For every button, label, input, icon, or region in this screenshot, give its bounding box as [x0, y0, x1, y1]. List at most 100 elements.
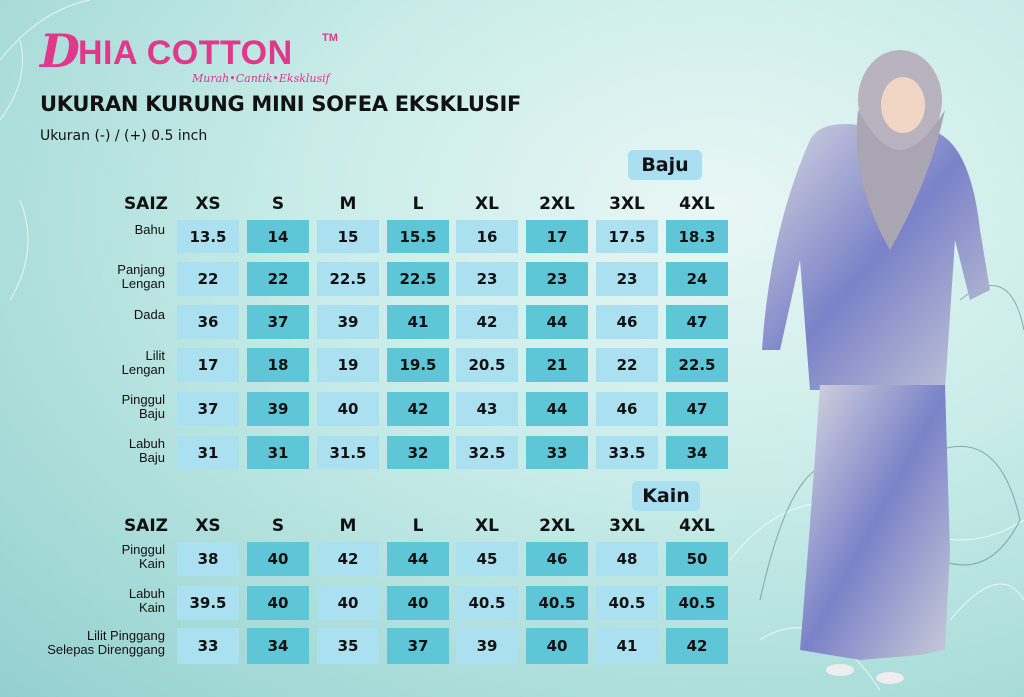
brand-name: HIA COTTON — [78, 34, 293, 72]
table-cell: 40 — [387, 586, 449, 620]
table-cell: 46 — [596, 392, 658, 426]
size-header: 3XL — [609, 516, 645, 536]
table-cell: 44 — [526, 305, 588, 339]
table-cell: 41 — [387, 305, 449, 339]
baju-section-label: Baju — [628, 150, 702, 180]
table-cell: 22.5 — [387, 262, 449, 296]
size-header: M — [339, 194, 357, 214]
row-label: Labuh Baju — [129, 437, 165, 465]
table-cell: 40 — [247, 542, 309, 576]
logo-letter: D — [40, 24, 80, 78]
table-cell: 40 — [247, 586, 309, 620]
table-cell: 21 — [526, 348, 588, 382]
saiz-header: SAIZ — [123, 516, 168, 536]
table-cell: 40 — [317, 392, 379, 426]
row-label-line: Labuh — [128, 586, 165, 601]
row-label-line: Dada — [133, 307, 165, 322]
table-cell: 44 — [387, 542, 449, 576]
table-cell: 23 — [456, 262, 518, 296]
size-header: XS — [195, 194, 221, 214]
row-label-line: Pinggul — [121, 542, 165, 557]
table-cell: 40.5 — [666, 586, 728, 620]
kain-section-label: Kain — [632, 481, 700, 511]
table-cell: 47 — [666, 305, 728, 339]
table-cell: 31 — [247, 436, 309, 469]
row-label: Lilit Pinggang Selepas Direnggang — [47, 629, 165, 657]
table-cell: 40 — [526, 628, 588, 664]
row-label-line: Panjang — [117, 262, 165, 277]
row-label: Pinggul Baju — [122, 393, 165, 421]
size-header: 4XL — [679, 516, 715, 536]
table-cell: 17 — [526, 220, 588, 253]
table-cell: 38 — [177, 542, 239, 576]
table-cell: 46 — [526, 542, 588, 576]
table-cell: 22 — [596, 348, 658, 382]
size-header: XS — [195, 516, 221, 536]
row-label-line: Kain — [138, 556, 165, 571]
table-cell: 35 — [317, 628, 379, 664]
row-label-line: Baju — [138, 406, 165, 421]
row-label: Dada — [134, 308, 165, 322]
table-cell: 41 — [596, 628, 658, 664]
table-cell: 19.5 — [387, 348, 449, 382]
table-cell: 40.5 — [526, 586, 588, 620]
table-cell: 14 — [247, 220, 309, 253]
size-header: 3XL — [609, 194, 645, 214]
table-cell: 36 — [177, 305, 239, 339]
table-cell: 22.5 — [317, 262, 379, 296]
row-label-line: Kain — [138, 600, 165, 615]
row-label-line: Lengan — [121, 276, 165, 291]
size-header: S — [271, 194, 285, 214]
row-label-line: Bahu — [134, 222, 165, 237]
table-cell: 39 — [247, 392, 309, 426]
table-cell: 43 — [456, 392, 518, 426]
table-cell: 32 — [387, 436, 449, 469]
size-header: 2XL — [539, 194, 575, 214]
table-cell: 47 — [666, 392, 728, 426]
table-cell: 40 — [317, 586, 379, 620]
table-cell: 13.5 — [177, 220, 239, 253]
table-cell: 23 — [526, 262, 588, 296]
trademark: TM — [322, 32, 338, 44]
table-cell: 18 — [247, 348, 309, 382]
table-cell: 17.5 — [596, 220, 658, 253]
table-cell: 37 — [247, 305, 309, 339]
saiz-header: SAIZ — [123, 194, 168, 214]
row-label-line: Selepas Direnggang — [47, 642, 165, 657]
size-header: L — [412, 194, 424, 214]
table-cell: 42 — [666, 628, 728, 664]
table-cell: 37 — [177, 392, 239, 426]
tolerance-note: Ukuran (-) / (+) 0.5 inch — [40, 128, 208, 144]
table-cell: 46 — [596, 305, 658, 339]
size-header: 2XL — [539, 516, 575, 536]
table-cell: 45 — [456, 542, 518, 576]
table-cell: 34 — [247, 628, 309, 664]
table-cell: 17 — [177, 348, 239, 382]
table-cell: 42 — [387, 392, 449, 426]
row-label-line: Baju — [138, 450, 165, 465]
size-header: M — [339, 516, 357, 536]
table-cell: 16 — [456, 220, 518, 253]
size-header: 4XL — [679, 194, 715, 214]
table-cell: 23 — [596, 262, 658, 296]
size-header: XL — [475, 194, 499, 214]
table-cell: 22.5 — [666, 348, 728, 382]
table-cell: 37 — [387, 628, 449, 664]
table-cell: 20.5 — [456, 348, 518, 382]
table-cell: 40.5 — [456, 586, 518, 620]
table-cell: 50 — [666, 542, 728, 576]
table-cell: 42 — [456, 305, 518, 339]
table-cell: 39 — [317, 305, 379, 339]
model-figure — [762, 50, 990, 684]
row-label-line: Pinggul — [121, 392, 165, 407]
table-cell: 24 — [666, 262, 728, 296]
table-cell: 39.5 — [177, 586, 239, 620]
row-label-line: Lengan — [121, 362, 165, 377]
page-title: UKURAN KURUNG MINI SOFEA EKSKLUSIF — [40, 92, 522, 116]
table-cell: 31.5 — [317, 436, 379, 469]
row-label: Bahu — [135, 223, 165, 237]
row-label: Lilit Lengan — [122, 349, 165, 377]
table-cell: 15 — [317, 220, 379, 253]
table-cell: 19 — [317, 348, 379, 382]
